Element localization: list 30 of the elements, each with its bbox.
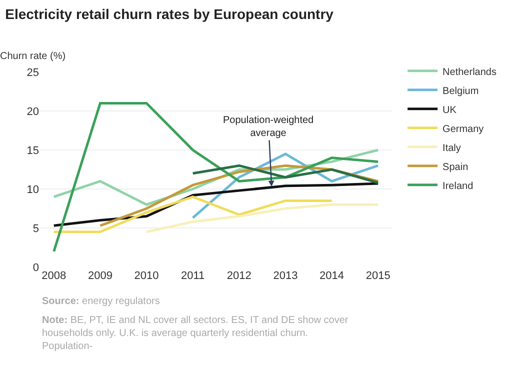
line-series [52, 196, 334, 234]
y-tick-label: 25 [26, 66, 39, 79]
y-tick-label: 0 [32, 262, 39, 274]
text: Note: BE, PT, IE and NL cover all sectors. ES, IT and DE show cover households only. U.K. is average quarterly residential churn. Population- [42, 315, 349, 352]
x-tick-label: 2014 [320, 270, 344, 282]
y-tick-label: 20 [26, 106, 39, 118]
line-series [52, 102, 380, 253]
x-tick-label: 2012 [226, 270, 252, 282]
legend-label: Spain [442, 162, 468, 173]
legend-label: Ireland [442, 180, 474, 192]
legend-label: Germany [442, 124, 484, 135]
line-series [192, 164, 380, 184]
y-tick-label: 15 [26, 144, 39, 157]
legend-label: Belgium [442, 86, 479, 97]
x-tick-label: 2015 [366, 270, 390, 282]
x-tick-label: 2011 [181, 270, 205, 282]
x-tick-label: 2010 [134, 270, 159, 282]
line-series [145, 203, 380, 234]
x-tick-label: 2008 [42, 270, 66, 282]
y-tick-label: 10 [26, 184, 39, 196]
y-tick-label: 5 [32, 222, 39, 235]
chart-title: Electricity retail churn rates by European country [5, 6, 334, 22]
legend-label: UK [442, 104, 457, 116]
y-axis-title: Churn rate (%) [0, 51, 66, 62]
annotation: Population-weighted average [223, 115, 314, 139]
x-tick-label: 2009 [88, 270, 112, 282]
legend-label: Italy [442, 142, 461, 154]
legend-label: Netherlands [442, 66, 496, 78]
x-tick-label: 2013 [273, 270, 298, 282]
source-note: Source: energy regulators [42, 296, 160, 307]
